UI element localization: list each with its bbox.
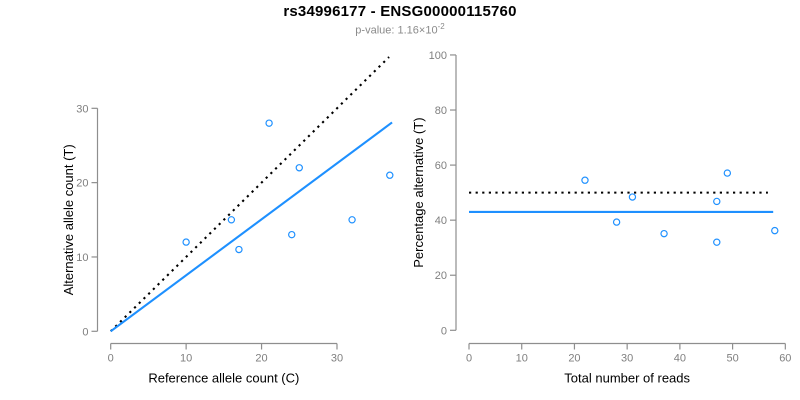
y-axis-title: Alternative allele count (T) xyxy=(61,144,76,295)
data-point xyxy=(628,193,637,201)
x-axis-title: Reference allele count (C) xyxy=(148,371,299,386)
x-tick-label: 10 xyxy=(180,353,192,365)
data-point xyxy=(295,164,303,172)
x-tick-label: 30 xyxy=(331,353,343,365)
y-tick-label: 80 xyxy=(435,105,447,117)
data-point xyxy=(713,197,721,206)
data-point xyxy=(612,218,621,226)
data-point xyxy=(581,176,589,184)
x-axis-title: Total number of reads xyxy=(564,371,690,386)
data-point xyxy=(660,229,668,238)
allele-count-scatter-plot: 0 10 20 30 0 10 20 30 Reference allele count (C)… xyxy=(61,56,394,386)
y-tick-label: 10 xyxy=(76,252,88,264)
regression-line xyxy=(110,121,393,333)
x-tick-label: 20 xyxy=(568,353,580,365)
y-axis-title: Percentage alternative (T) xyxy=(411,117,426,267)
percentage-scatter-plot: 0 20 40 60 80 100 0 10 20 30 40 50 60 Total number of… xyxy=(411,50,791,386)
y-tick-label: 0 xyxy=(82,326,88,338)
y-tick-label: 20 xyxy=(435,270,447,282)
y-tick-label: 20 xyxy=(76,178,88,190)
y-tick-label: 100 xyxy=(429,50,447,62)
data-point xyxy=(386,171,394,179)
x-tick-label: 60 xyxy=(779,353,791,365)
y-tick-label: 60 xyxy=(435,160,447,172)
data-point xyxy=(348,216,356,224)
data-point xyxy=(182,238,190,246)
y-tick-label: 40 xyxy=(435,215,447,227)
data-point xyxy=(265,119,273,127)
x-tick-label: 0 xyxy=(466,353,472,365)
page-header: rs34996177 - ENSG00000115760 p-value: 1.… xyxy=(0,3,800,37)
plot-subtitle: p-value: 1.16×10-2 xyxy=(0,22,800,37)
data-point xyxy=(723,169,732,177)
x-tick-label: 0 xyxy=(108,353,114,365)
pvalue-exponent: -2 xyxy=(437,22,445,31)
data-point xyxy=(771,226,779,235)
y-tick-label: 0 xyxy=(441,325,447,337)
plot-title: rs34996177 - ENSG00000115760 xyxy=(283,3,517,20)
x-tick-label: 50 xyxy=(726,353,738,365)
x-tick-label: 30 xyxy=(621,353,633,365)
x-tick-label: 40 xyxy=(674,353,686,365)
x-tick-label: 20 xyxy=(255,353,267,365)
data-point xyxy=(288,230,296,239)
y-tick-label: 30 xyxy=(76,103,88,115)
pvalue-text: p-value: 1.16×10 xyxy=(355,24,438,37)
identity-line xyxy=(109,56,390,333)
data-point xyxy=(235,245,243,254)
data-point xyxy=(713,238,721,246)
x-tick-label: 10 xyxy=(516,353,528,365)
data-point xyxy=(227,216,236,224)
